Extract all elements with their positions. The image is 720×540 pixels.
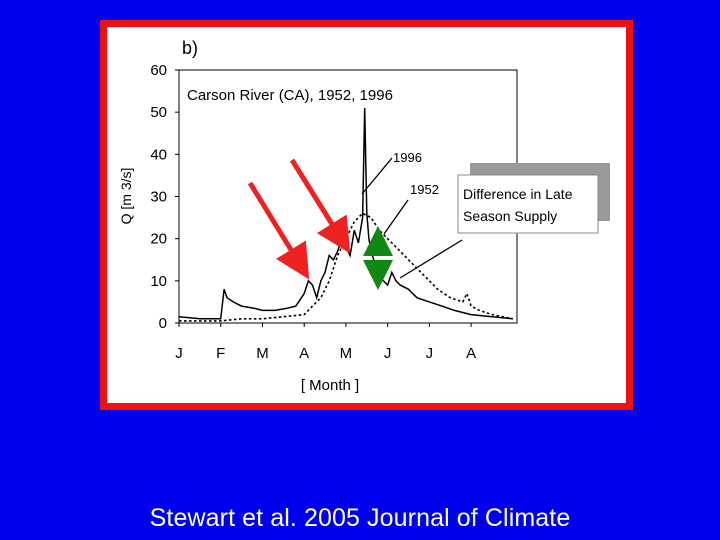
callout-box (457, 174, 599, 234)
red-arrow-right (289, 158, 351, 254)
x-tick-label: A (466, 345, 476, 362)
x-axis-label: [ Month ] (301, 377, 359, 394)
annotation-1952: 1952 (410, 182, 439, 197)
x-tick-label: A (299, 345, 309, 362)
y-tick-label: 60 (150, 62, 167, 79)
panel-label: b) (182, 38, 198, 58)
y-tick-label: 50 (150, 104, 167, 121)
y-tick-label: 10 (150, 273, 167, 290)
y-tick-label: 40 (150, 146, 167, 163)
red-arrow-left (247, 181, 310, 280)
x-tick-label: M (256, 345, 269, 362)
x-tick-label: M (340, 345, 353, 362)
x-tick-label: J (426, 345, 434, 362)
x-tick-label: F (216, 345, 225, 362)
callout-line-2: Season Supply (463, 208, 557, 224)
annotation-1996: 1996 (393, 150, 422, 165)
y-tick-label: 30 (150, 189, 167, 206)
callout-line-1: Difference in Late (463, 186, 573, 202)
x-tick-label: J (384, 345, 392, 362)
x-tick-label: J (175, 345, 183, 362)
y-axis: 0 10 20 30 40 50 60 (150, 62, 179, 332)
y-axis-label: Q [m 3/s] (118, 168, 134, 225)
chart-title: Carson River (CA), 1952, 1996 (187, 87, 393, 104)
y-tick-label: 20 (150, 231, 167, 248)
y-tick-label: 0 (159, 315, 167, 332)
callout-leader (399, 239, 463, 279)
annotation-1996-leader (361, 157, 393, 195)
annotation-1952-leader (383, 199, 409, 235)
series-1952-line (179, 212, 513, 322)
slide-caption: Stewart et al. 2005 Journal of Climate (149, 504, 571, 532)
